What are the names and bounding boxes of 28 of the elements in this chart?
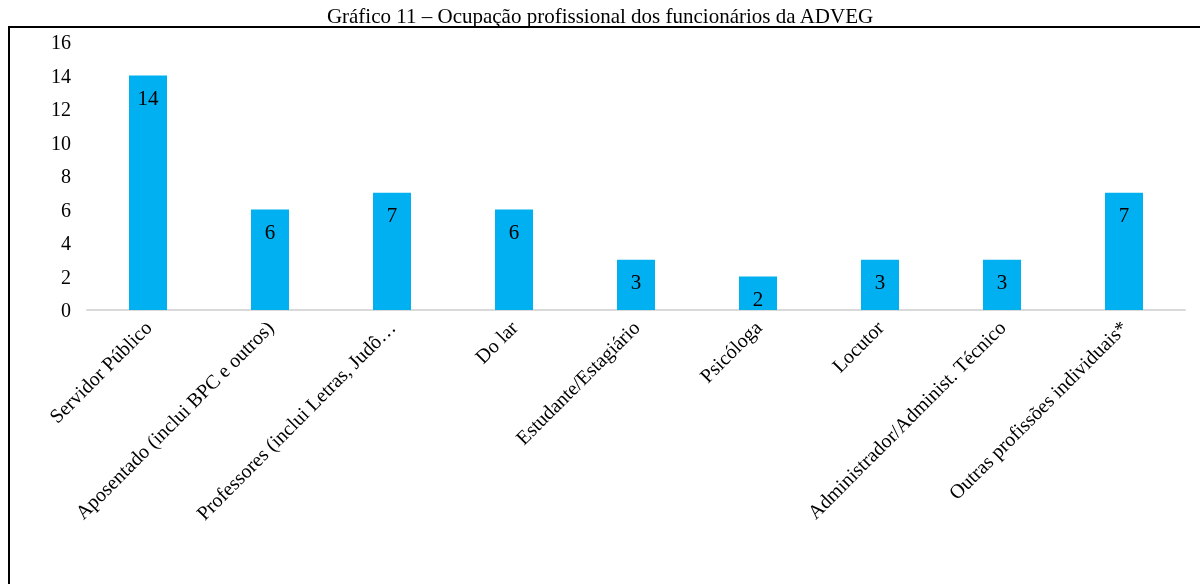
bar [495, 209, 533, 310]
data-label: 6 [264, 220, 276, 244]
bar [1105, 192, 1143, 310]
chart-title: Gráfico 11 – Ocupação profissional dos funcionários da ADVEG [326, 3, 874, 28]
y-tick-label: 6 [61, 198, 71, 221]
data-label: 3 [630, 270, 642, 295]
y-tick-label: 8 [61, 165, 71, 187]
y-tick-label: 10 [51, 131, 71, 154]
bar [617, 259, 655, 310]
bar [983, 259, 1021, 310]
bar [373, 192, 411, 310]
y-tick-label: 0 [61, 299, 71, 321]
data-label: 3 [874, 270, 886, 295]
bar [251, 209, 289, 310]
data-label: 7 [386, 203, 398, 228]
data-label: 6 [508, 220, 520, 244]
y-tick-label: 2 [61, 265, 71, 288]
bar [129, 75, 167, 310]
y-tick-label: 16 [51, 31, 71, 53]
y-tick-label: 14 [51, 64, 71, 87]
data-label: 7 [1118, 203, 1130, 228]
data-label: 14 [137, 86, 159, 110]
y-tick-label: 12 [51, 98, 71, 120]
bar [739, 276, 777, 310]
data-label: 3 [996, 270, 1008, 295]
y-tick-label: 4 [61, 232, 71, 254]
bar [861, 259, 899, 310]
data-label: 2 [752, 287, 764, 311]
